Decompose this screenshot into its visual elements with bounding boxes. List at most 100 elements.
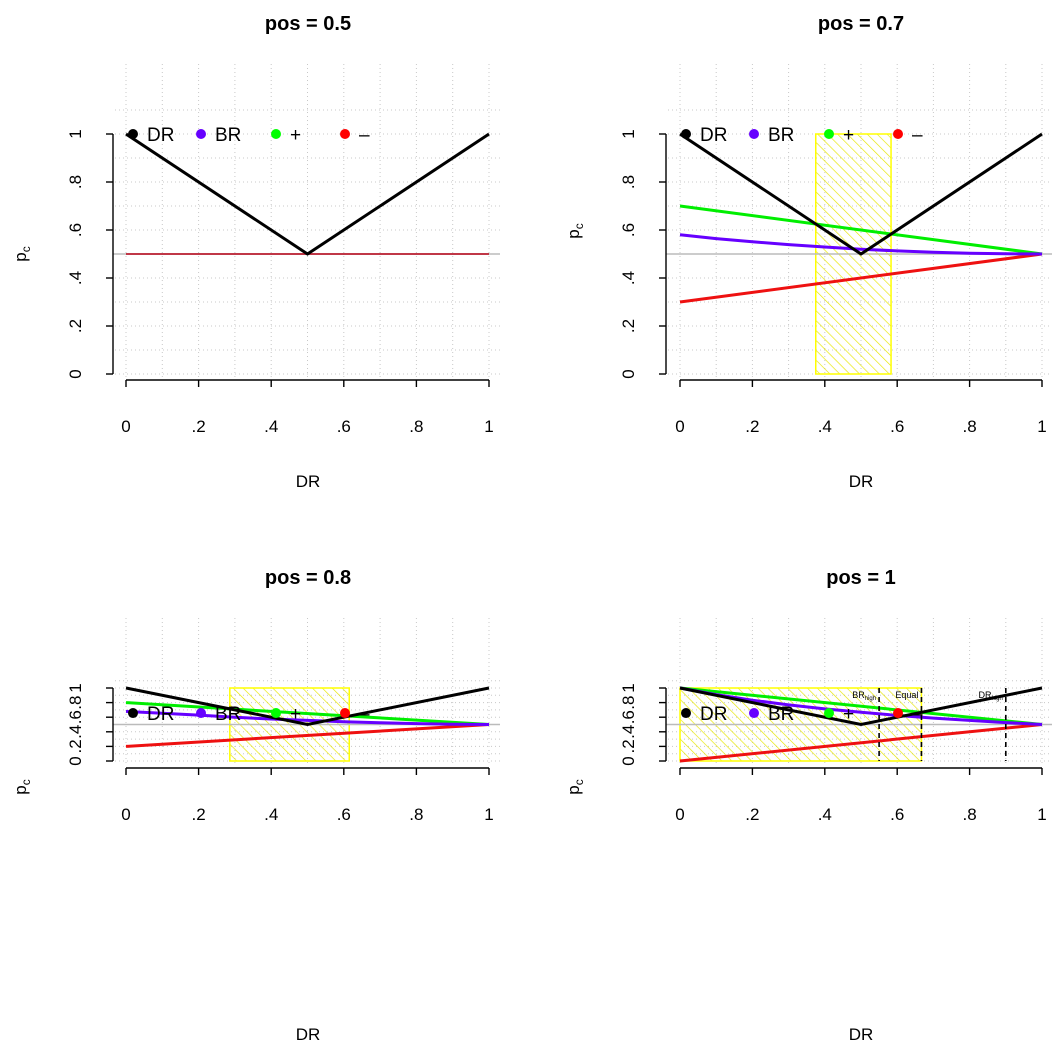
legend: DR BR + – bbox=[128, 704, 370, 725]
y-tick-label: 0 bbox=[619, 369, 638, 378]
x-tick-label: .6 bbox=[890, 805, 904, 824]
series-line bbox=[679, 233, 1043, 256]
series-line bbox=[679, 132, 1043, 256]
legend-marker bbox=[749, 129, 759, 139]
x-tick-label: .4 bbox=[264, 805, 278, 824]
axes bbox=[106, 687, 490, 775]
panel-title: pos = 0.5 bbox=[265, 13, 351, 35]
legend-label: + bbox=[290, 704, 301, 725]
legend-marker bbox=[824, 129, 834, 139]
legend-label: DR bbox=[700, 125, 727, 146]
x-tick-label: .2 bbox=[192, 805, 206, 824]
legend-marker bbox=[340, 708, 350, 719]
axes bbox=[659, 687, 1043, 775]
series-line bbox=[125, 132, 490, 256]
legend-marker bbox=[196, 708, 206, 719]
legend: DR BR + – bbox=[681, 704, 923, 725]
legend-label: – bbox=[359, 125, 370, 146]
y-tick-label: .4 bbox=[66, 271, 85, 285]
vline-label: Equal bbox=[895, 690, 918, 700]
series-line bbox=[679, 686, 1043, 726]
y-tick-label: .2 bbox=[619, 319, 638, 333]
x-tick-label: .4 bbox=[818, 417, 832, 436]
x-tick-label: 0 bbox=[121, 417, 130, 436]
y-tick-label: 0 bbox=[619, 756, 638, 765]
y-tick-label: 0 bbox=[66, 756, 85, 765]
series-line bbox=[125, 701, 490, 726]
x-tick-label: .2 bbox=[745, 805, 759, 824]
legend-marker bbox=[128, 129, 138, 139]
legend-marker bbox=[271, 708, 281, 719]
y-axis-label: pc bbox=[11, 779, 33, 794]
x-tick-label: 1 bbox=[484, 417, 493, 436]
legend-marker bbox=[749, 708, 759, 719]
x-tick-label: .6 bbox=[337, 417, 351, 436]
panel-title: pos = 1 bbox=[826, 567, 895, 589]
x-tick-label: .8 bbox=[963, 805, 977, 824]
series-line bbox=[125, 709, 490, 726]
legend-label: + bbox=[290, 125, 301, 146]
series-line bbox=[125, 723, 490, 748]
x-tick-label: .8 bbox=[409, 805, 423, 824]
y-tick-label: .2 bbox=[66, 319, 85, 333]
y-tick-label: .4 bbox=[619, 271, 638, 285]
y-tick-label: .4 bbox=[66, 725, 85, 739]
y-axis-label: pc bbox=[564, 223, 586, 238]
legend-label: DR bbox=[147, 125, 174, 146]
y-tick-label: 1 bbox=[66, 129, 85, 138]
y-tick-label: .6 bbox=[619, 710, 638, 724]
legend: DR BR + – bbox=[681, 125, 923, 146]
legend-label: DR bbox=[700, 704, 727, 725]
legend-label: BR bbox=[768, 125, 794, 146]
y-tick-label: .2 bbox=[619, 739, 638, 753]
x-tick-label: .4 bbox=[264, 417, 278, 436]
legend-marker bbox=[893, 129, 903, 139]
y-tick-label: .8 bbox=[619, 175, 638, 189]
panel-title: pos = 0.8 bbox=[265, 567, 351, 589]
x-tick-label: .2 bbox=[192, 417, 206, 436]
vline-label: DRhigh bbox=[978, 690, 1002, 702]
x-tick-label: .2 bbox=[745, 417, 759, 436]
y-tick-label: .4 bbox=[619, 725, 638, 739]
axes bbox=[106, 133, 490, 387]
x-tick-label: .6 bbox=[890, 417, 904, 436]
legend-marker bbox=[271, 129, 281, 139]
legend-label: – bbox=[912, 704, 923, 725]
legend-marker bbox=[128, 708, 138, 719]
x-tick-label: .8 bbox=[409, 417, 423, 436]
y-tick-label: .6 bbox=[66, 710, 85, 724]
axes bbox=[659, 133, 1043, 387]
series-line bbox=[125, 686, 490, 727]
panel-2: pos = 0.7 DR pc 0 .2 .4 .6 .8 1 0 .2 .4 .6 .8 1 DR BR… bbox=[564, 13, 1052, 491]
legend-label: + bbox=[843, 704, 854, 725]
series-line bbox=[679, 686, 1043, 726]
series-line bbox=[679, 252, 1043, 304]
x-tick-label: .4 bbox=[818, 805, 832, 824]
legend-marker bbox=[824, 708, 834, 719]
y-tick-label: 0 bbox=[66, 369, 85, 378]
y-tick-label: 1 bbox=[619, 129, 638, 138]
legend-marker bbox=[196, 129, 206, 139]
x-tick-label: .6 bbox=[337, 805, 351, 824]
panel-1: pos = 0.5 DR pc 0 .2 .4 .6 .8 1 0 .2 .4 .6 .8 1 DR BR… bbox=[11, 13, 500, 491]
legend-label: + bbox=[843, 125, 854, 146]
legend-label: BR bbox=[215, 125, 241, 146]
panel-title: pos = 0.7 bbox=[818, 13, 904, 35]
x-axis-label: DR bbox=[849, 472, 874, 491]
grid bbox=[115, 64, 500, 378]
legend-marker bbox=[681, 708, 691, 719]
y-tick-label: 1 bbox=[66, 683, 85, 692]
x-tick-label: 1 bbox=[1037, 417, 1046, 436]
x-axis-label: DR bbox=[296, 472, 321, 491]
x-tick-label: 0 bbox=[675, 805, 684, 824]
y-tick-label: .8 bbox=[619, 696, 638, 710]
series-line bbox=[679, 204, 1043, 256]
y-axis-label: pc bbox=[11, 246, 33, 261]
legend-label: – bbox=[359, 704, 370, 725]
